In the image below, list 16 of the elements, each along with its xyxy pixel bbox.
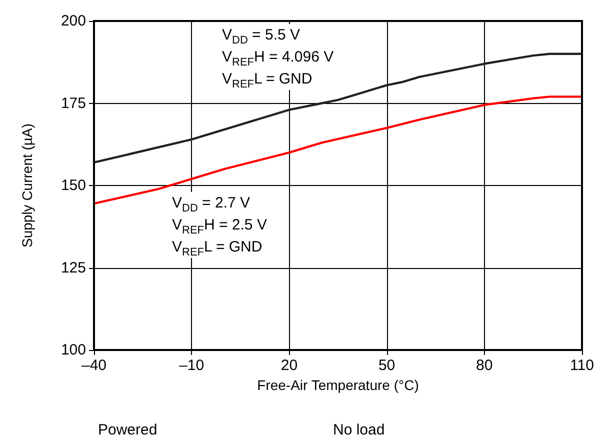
x-tick-label: 20	[280, 357, 298, 374]
y-tick-label: 125	[60, 259, 86, 276]
x-tick-label: 50	[378, 357, 396, 374]
y-tick-label: 175	[60, 94, 86, 112]
x-tick-label: 80	[476, 357, 493, 374]
y-axis-title: Supply Current (µA)	[19, 124, 35, 248]
text: No load	[333, 422, 385, 438]
y-tick-label: 150	[60, 177, 86, 194]
text: Powered	[98, 422, 158, 438]
y-tick-label: 200	[60, 12, 86, 30]
line-series	[92, 52, 584, 164]
x-tick-label: 110	[570, 357, 594, 374]
y-tick-label: 100	[60, 342, 86, 358]
x-axis-title: Free-Air Temperature (°C)	[257, 377, 419, 393]
x-tick-label: –40	[81, 357, 107, 374]
x-tick-label: –10	[179, 357, 204, 374]
